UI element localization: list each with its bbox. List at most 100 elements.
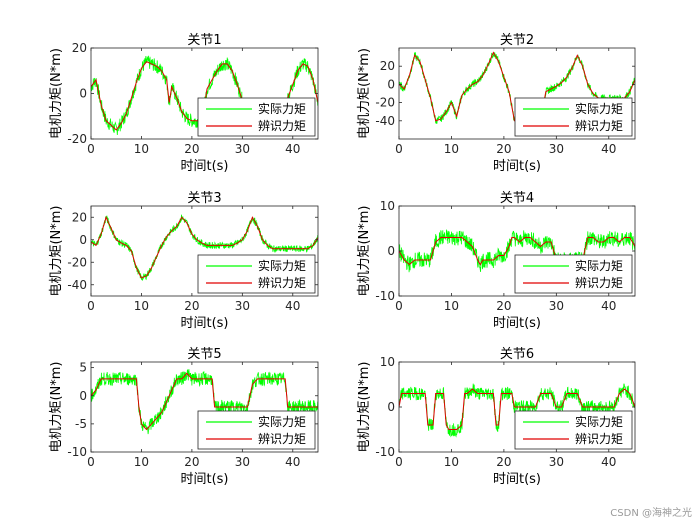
- subplot-joint-3: 0 10 20 30 40 -40 -20 0 20 关节3 时间t(s) 电机力矩(N*m) 实际力矩…: [49, 191, 319, 331]
- y-tick-label: -20: [67, 132, 87, 146]
- x-tick-label: 20: [496, 455, 511, 469]
- x-tick-label: 0: [395, 455, 403, 469]
- legend-label-identified: 辨识力矩: [258, 119, 306, 133]
- y-tick-label: -10: [375, 289, 395, 303]
- x-tick-label: 10: [444, 142, 459, 156]
- subplot-title: 关节1: [187, 33, 221, 48]
- x-tick-label: 20: [184, 455, 199, 469]
- series-identified-torque: [399, 388, 635, 430]
- x-tick-label: 10: [134, 299, 149, 313]
- y-tick-label: 0: [79, 87, 87, 101]
- y-axis-label: 电机力矩(N*m): [49, 361, 64, 452]
- legend-label-identified: 辨识力矩: [258, 276, 306, 290]
- legend-box: [514, 97, 633, 137]
- y-tick-label: -10: [375, 445, 395, 459]
- x-tick-label: 20: [496, 142, 511, 156]
- subplot-title: 关节5: [187, 347, 221, 362]
- x-tick-label: 20: [496, 299, 511, 313]
- legend-label-actual: 实际力矩: [575, 258, 623, 273]
- x-tick-label: 10: [134, 455, 149, 469]
- legend-label-actual: 实际力矩: [258, 258, 306, 273]
- legend-label-identified: 辨识力矩: [258, 432, 306, 446]
- y-tick-label: 10: [380, 199, 395, 213]
- subplot-title: 关节2: [500, 33, 534, 48]
- x-tick-label: 0: [87, 142, 95, 156]
- legend-box: [514, 254, 633, 294]
- x-tick-label: 40: [285, 142, 300, 156]
- legend-label-identified: 辨识力矩: [575, 432, 623, 446]
- subplot-joint-5: 0 10 20 30 40 -10 -5 0 5 关节5 时间t(s) 电机力矩(N*m) 实际力矩辨识…: [49, 347, 319, 487]
- y-tick-label: -20: [375, 96, 395, 110]
- y-tick-label: 20: [380, 59, 395, 73]
- watermark: CSDN @海神之光: [610, 508, 692, 519]
- y-tick-label: 0: [387, 77, 395, 91]
- x-tick-label: 20: [184, 299, 199, 313]
- y-axis-label: 电机力矩(N*m): [49, 205, 64, 296]
- x-axis-label: 时间t(s): [180, 159, 228, 174]
- y-tick-label: 10: [380, 355, 395, 369]
- series-identified-torque: [91, 372, 318, 431]
- subplot-title: 关节6: [500, 347, 534, 362]
- x-axis-label: 时间t(s): [180, 316, 228, 331]
- legend-box: [514, 410, 633, 450]
- x-tick-label: 10: [444, 299, 459, 313]
- y-tick-label: 20: [72, 210, 87, 224]
- x-tick-label: 40: [601, 299, 616, 313]
- x-tick-label: 40: [285, 455, 300, 469]
- y-tick-label: 0: [79, 389, 87, 403]
- x-axis-label: 时间t(s): [493, 316, 541, 331]
- x-tick-label: 0: [395, 142, 403, 156]
- x-tick-label: 40: [285, 299, 300, 313]
- series-actual-torque: [91, 214, 318, 281]
- subplot-joint-2: 0 10 20 30 40 -40 -20 0 20 关节2 时间t(s) 电机力矩(N*m) 实际力矩…: [357, 33, 636, 174]
- legend-label-actual: 实际力矩: [258, 101, 306, 116]
- y-tick-label: 20: [72, 41, 87, 55]
- series-identified-torque: [399, 237, 635, 266]
- legend-box: [197, 97, 316, 137]
- x-tick-label: 10: [134, 142, 149, 156]
- x-tick-label: 20: [184, 142, 199, 156]
- y-tick-label: 0: [387, 244, 395, 258]
- legend-label-identified: 辨识力矩: [575, 276, 623, 290]
- x-axis-label: 时间t(s): [493, 472, 541, 487]
- x-axis-label: 时间t(s): [493, 159, 541, 174]
- x-tick-label: 40: [601, 142, 616, 156]
- legend-box: [197, 254, 316, 294]
- y-tick-label: -10: [67, 445, 87, 459]
- legend-label-actual: 实际力矩: [575, 101, 623, 116]
- y-tick-label: -5: [75, 417, 87, 431]
- x-tick-label: 30: [549, 142, 564, 156]
- legend-label-identified: 辨识力矩: [575, 119, 623, 133]
- subplot-title: 关节4: [500, 191, 534, 206]
- x-tick-label: 30: [549, 455, 564, 469]
- x-tick-label: 30: [549, 299, 564, 313]
- subplot-title: 关节3: [187, 191, 221, 206]
- y-axis-label: 电机力矩(N*m): [357, 205, 372, 296]
- axes-box: [90, 361, 319, 453]
- x-tick-label: 30: [235, 455, 250, 469]
- y-tick-label: 0: [79, 233, 87, 247]
- x-tick-label: 10: [444, 455, 459, 469]
- x-tick-label: 30: [235, 299, 250, 313]
- series-identified-torque: [91, 215, 318, 279]
- legend-label-actual: 实际力矩: [575, 414, 623, 429]
- y-tick-label: -40: [375, 114, 395, 128]
- x-tick-label: 40: [601, 455, 616, 469]
- x-tick-label: 0: [87, 299, 95, 313]
- y-tick-label: 0: [387, 400, 395, 414]
- y-axis-label: 电机力矩(N*m): [49, 48, 64, 139]
- x-tick-label: 30: [235, 142, 250, 156]
- axes-box: [90, 205, 319, 297]
- x-tick-label: 0: [395, 299, 403, 313]
- y-axis-label: 电机力矩(N*m): [357, 48, 372, 139]
- y-axis-label: 电机力矩(N*m): [357, 361, 372, 452]
